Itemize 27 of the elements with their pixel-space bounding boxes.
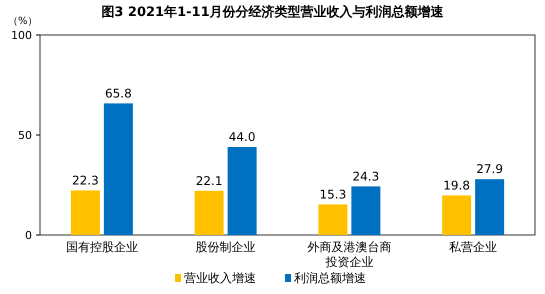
y-tick-label: 50 xyxy=(18,128,32,142)
data-label: 65.8 xyxy=(105,86,132,100)
bar xyxy=(228,147,257,235)
bar xyxy=(351,186,380,235)
data-label: 15.3 xyxy=(320,187,346,202)
data-label: 22.1 xyxy=(196,174,222,188)
data-label: 27.9 xyxy=(476,162,503,176)
data-label: 19.8 xyxy=(443,178,470,192)
x-tick-label: 外商及港澳台商投资企业 xyxy=(307,240,392,269)
bar xyxy=(70,190,100,235)
y-tick-label: 0 xyxy=(25,228,32,242)
bar xyxy=(194,190,224,235)
data-label: 22.3 xyxy=(72,173,99,188)
y-axis-title: （%） xyxy=(8,16,38,27)
bar xyxy=(475,179,504,235)
bar xyxy=(318,204,348,235)
chart-title: 图3 2021年1-11月份分经济类型营业收入与利润总额增速 xyxy=(101,4,445,20)
legend-label: 营业收入增速 xyxy=(184,271,256,285)
bar xyxy=(104,103,133,235)
x-tick-label: 私营企业 xyxy=(449,240,498,254)
x-tick-label: 国有控股企业 xyxy=(66,240,138,254)
y-tick-label: 100 xyxy=(11,28,32,42)
bar xyxy=(442,195,472,235)
data-label: 24.3 xyxy=(352,169,380,184)
legend-label: 利润总额增速 xyxy=(294,271,366,285)
data-label: 44.0 xyxy=(228,130,256,144)
x-tick-label: 股份制企业 xyxy=(196,240,256,254)
